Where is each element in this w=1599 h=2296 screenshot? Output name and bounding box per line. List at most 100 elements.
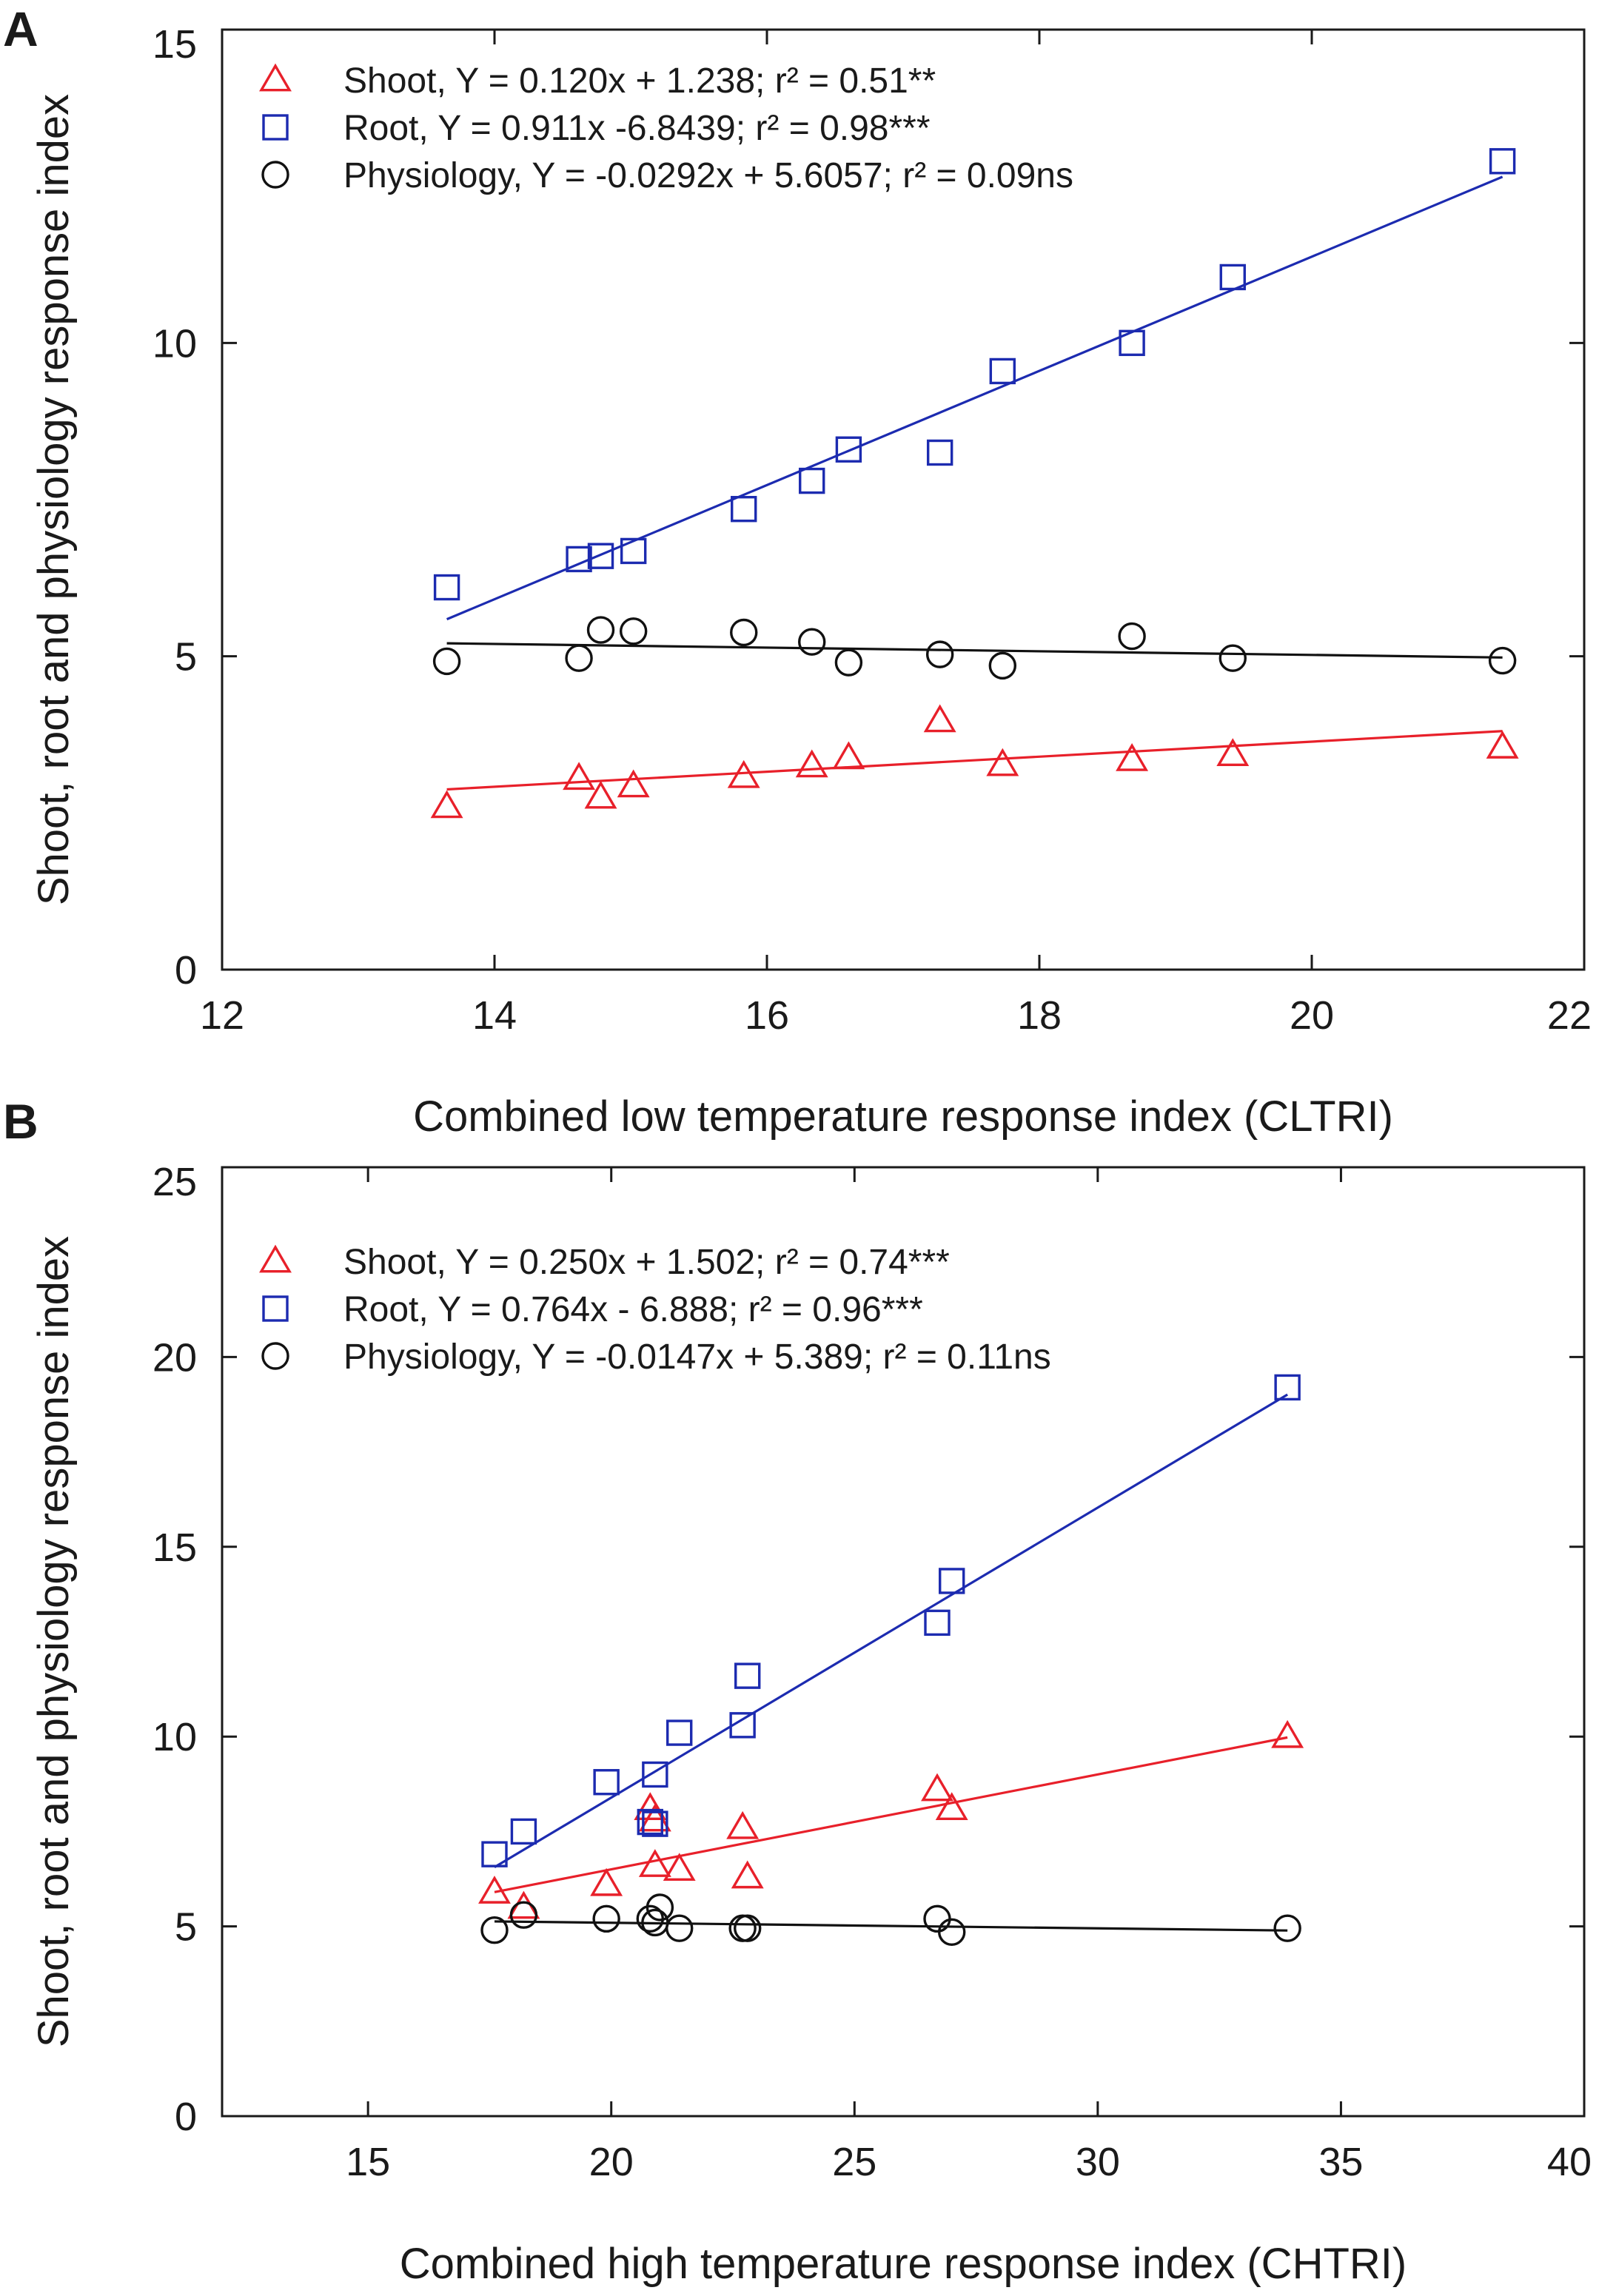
plot-frame	[221, 1166, 1586, 2118]
shoot-fit-line	[494, 1736, 1288, 1893]
root-point	[989, 358, 1016, 385]
root-point	[729, 1712, 756, 1739]
legend-marker-root	[262, 114, 289, 141]
y-axis-title: Shoot, root and physiology response inde…	[30, 94, 78, 905]
root-point	[1489, 148, 1516, 175]
x-axis-title: Combined low temperature response index …	[413, 1092, 1393, 1141]
shoot-point	[617, 769, 650, 798]
root-point	[731, 496, 757, 523]
shoot-point	[1271, 1719, 1304, 1748]
root-point	[924, 1609, 951, 1637]
root-point	[734, 1662, 761, 1689]
physiology-point	[730, 618, 758, 647]
x-tick-label: 35	[1318, 2140, 1363, 2184]
x-axis-title: Combined high temperature response index…	[400, 2240, 1407, 2288]
y-tick-label: 25	[152, 1160, 197, 1204]
root-point	[481, 1841, 508, 1867]
series-shoot	[430, 704, 1519, 819]
series-physiology	[432, 616, 1517, 680]
y-tick-label: 15	[152, 22, 197, 67]
legend-label-shoot: Shoot, Y = 0.120x + 1.238; r² = 0.51**	[343, 61, 936, 101]
x-tick-label: 22	[1547, 993, 1592, 1038]
y-tick-label: 15	[152, 1525, 197, 1570]
x-tick-label: 15	[346, 2140, 390, 2184]
shoot-point	[584, 780, 617, 809]
panel-label: A	[3, 1, 38, 56]
shoot-point	[935, 1792, 968, 1821]
x-tick-label: 20	[1290, 993, 1334, 1038]
physiology-point	[509, 1901, 538, 1929]
physiology-point	[619, 617, 648, 645]
x-tick-label: 30	[1076, 2140, 1120, 2184]
panel-label: B	[3, 1094, 38, 1149]
root-point	[799, 467, 825, 494]
physiology-point	[1273, 1914, 1301, 1942]
legend-label-shoot: Shoot, Y = 0.250x + 1.502; r² = 0.74***	[343, 1243, 950, 1282]
physiology-point	[1218, 644, 1247, 672]
x-tick-label: 18	[1017, 993, 1062, 1038]
physiology-point	[1118, 622, 1146, 651]
series-physiology	[480, 1893, 1301, 1946]
x-tick-label: 16	[745, 993, 789, 1038]
shoot-point	[986, 748, 1019, 776]
physiology-point	[938, 1918, 966, 1946]
root-point	[566, 546, 592, 573]
physiology-point	[988, 651, 1017, 680]
physiology-fit-line	[446, 642, 1503, 659]
series-root	[481, 1374, 1301, 1869]
shoot-point	[663, 1853, 696, 1882]
legend-label-root: Root, Y = 0.911x -6.8439; r² = 0.98***	[343, 109, 931, 148]
root-point	[587, 543, 614, 569]
series-root	[433, 148, 1516, 621]
panel-b: B 15 20 25 30 35 40 0 5 10 15 20 25 Combined high tem…	[3, 1094, 1592, 2288]
root-point	[926, 439, 953, 466]
physiology-point	[646, 1893, 674, 1921]
physiology-point	[480, 1916, 509, 1944]
x-tick-label: 14	[472, 993, 517, 1038]
physiology-point	[666, 1914, 694, 1942]
shoot-fit-line	[446, 730, 1503, 791]
physiology-point	[798, 628, 826, 656]
shoot-point	[726, 1810, 760, 1839]
physiology-point	[834, 648, 863, 677]
physiology-point	[734, 1914, 762, 1942]
shoot-point	[1486, 731, 1519, 759]
shoot-point	[430, 790, 463, 819]
root-point	[939, 1568, 965, 1594]
physiology-point	[586, 616, 615, 644]
shoot-point	[478, 1876, 511, 1904]
legend-label-physiology: Physiology, Y = -0.0147x + 5.389; r² = 0…	[343, 1337, 1051, 1377]
root-point	[433, 574, 460, 601]
y-tick-label: 10	[152, 321, 197, 366]
root-point	[510, 1818, 537, 1845]
physiology-point	[925, 640, 954, 668]
root-point	[620, 537, 647, 565]
y-tick-label: 20	[152, 1335, 197, 1380]
physiology-point	[432, 647, 461, 676]
legend-marker-physiology	[261, 1342, 289, 1370]
x-tick-label: 40	[1547, 2140, 1592, 2184]
shoot-point	[1116, 742, 1149, 771]
root-fit-line	[494, 1393, 1288, 1869]
shoot-point	[795, 749, 828, 778]
shoot-point	[563, 762, 596, 790]
y-tick-label: 0	[175, 2095, 197, 2139]
root-point	[1274, 1374, 1301, 1401]
shoot-point	[634, 1792, 667, 1821]
physiology-point	[565, 644, 593, 672]
x-tick-label: 25	[832, 2140, 876, 2184]
root-point	[637, 1808, 663, 1836]
physiology-fit-line	[494, 1920, 1288, 1932]
y-tick-label: 5	[175, 1905, 197, 1950]
legend-marker-root	[262, 1295, 289, 1322]
shoot-point	[923, 704, 956, 733]
y-tick-label: 10	[152, 1715, 197, 1759]
shoot-point	[731, 1860, 764, 1889]
legend-label-root: Root, Y = 0.764x - 6.888; r² = 0.96***	[343, 1290, 923, 1329]
panel-a: A 12 14 16 18 20 22 0 5 10 15 Combined low temperat…	[3, 1, 1592, 1141]
legend-marker-shoot	[259, 1244, 292, 1273]
root-point	[666, 1719, 693, 1746]
shoot-point	[921, 1773, 953, 1802]
y-axis-title: Shoot, root and physiology response inde…	[30, 1236, 78, 2047]
